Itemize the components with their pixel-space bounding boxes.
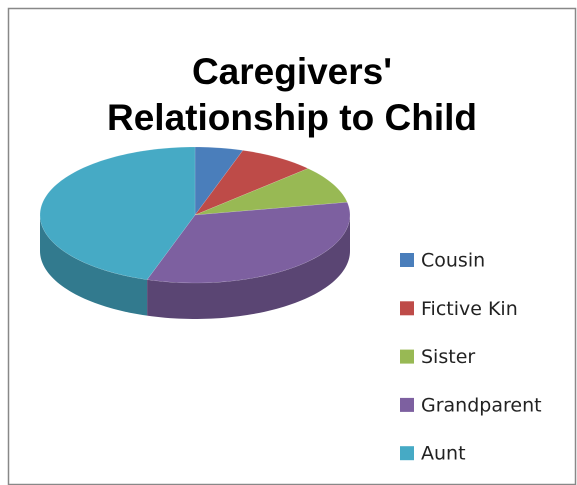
legend-label: Grandparent [421, 394, 542, 416]
slice [146, 201, 351, 284]
legend-swatch [400, 253, 414, 267]
chart-title: Relationship to Child [107, 97, 477, 138]
legend-label: Sister [421, 346, 475, 368]
legend-swatch [400, 446, 414, 461]
slice-side [147, 215, 350, 319]
legend: Cousin Fictive Kin Sister Grandparent Aunt [400, 250, 542, 465]
slice [194, 150, 309, 216]
legend-label: Fictive Kin [421, 298, 518, 320]
slice [194, 168, 348, 216]
legend-label: Cousin [421, 250, 485, 272]
slice [194, 146, 244, 216]
legend-swatch [400, 349, 414, 364]
pie [39, 146, 351, 319]
chart-title-line: Relationship to Child [107, 97, 477, 138]
legend-swatch [400, 301, 414, 316]
slice-side [40, 215, 148, 316]
legend-label: Aunt [421, 443, 466, 465]
legend-swatch [400, 397, 414, 412]
chart-title: Caregivers' [192, 51, 392, 92]
slice [39, 146, 196, 280]
